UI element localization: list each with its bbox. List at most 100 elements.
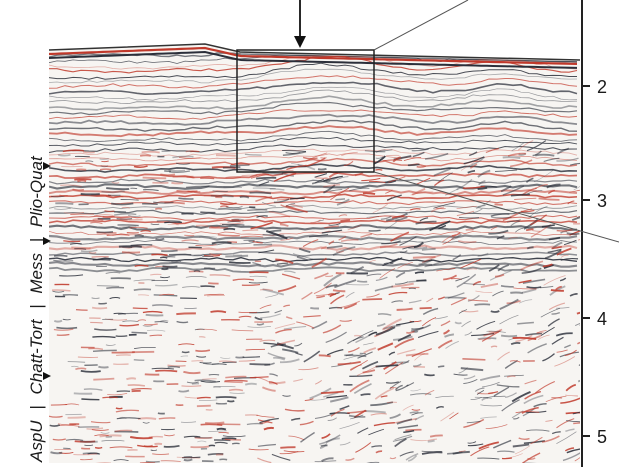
noise-wiggle xyxy=(340,239,359,243)
noise-wiggle xyxy=(259,339,276,342)
noise-wiggle xyxy=(433,168,451,177)
noise-wiggle xyxy=(392,435,413,442)
noise-wiggle xyxy=(467,441,477,444)
noise-wiggle xyxy=(137,319,147,322)
noise-wiggle xyxy=(231,218,244,222)
noise-wiggle xyxy=(153,294,178,297)
time-label-4: 4 xyxy=(597,309,607,329)
noise-wiggle xyxy=(515,334,533,343)
noise-wiggle xyxy=(290,417,301,421)
noise-wiggle xyxy=(340,219,351,222)
noise-wiggle xyxy=(106,465,129,466)
noise-wiggle xyxy=(67,360,86,363)
noise-wiggle xyxy=(111,202,134,206)
noise-wiggle xyxy=(256,414,275,418)
noise-wiggle xyxy=(53,319,63,323)
noise-wiggle xyxy=(328,306,343,310)
reflector-line xyxy=(49,170,578,180)
noise-wiggle xyxy=(556,418,575,429)
noise-wiggle xyxy=(225,175,242,179)
noise-wiggle xyxy=(221,437,237,440)
noise-wiggle xyxy=(564,344,571,349)
noise-wiggle xyxy=(195,224,209,227)
noise-wiggle xyxy=(360,393,371,396)
noise-wiggle xyxy=(565,411,580,415)
noise-wiggle xyxy=(525,177,534,183)
noise-wiggle xyxy=(468,151,478,157)
reflector-line xyxy=(49,209,578,215)
noise-wiggle xyxy=(99,158,109,160)
noise-wiggle xyxy=(478,180,486,186)
noise-wiggle xyxy=(114,429,133,433)
noise-wiggle xyxy=(366,216,380,219)
noise-wiggle xyxy=(330,396,349,403)
noise-wiggle xyxy=(196,355,207,358)
noise-wiggle xyxy=(220,357,231,359)
noise-wiggle xyxy=(224,379,248,382)
noise-wiggle xyxy=(138,294,149,296)
noise-wiggle xyxy=(456,205,477,210)
noise-wiggle xyxy=(59,194,68,197)
noise-wiggle xyxy=(77,179,87,183)
reflector-line xyxy=(49,113,578,126)
noise-wiggle xyxy=(390,231,410,242)
noise-wiggle xyxy=(362,192,376,195)
noise-wiggle xyxy=(414,414,425,421)
noise-wiggle xyxy=(258,249,275,254)
noise-wiggle xyxy=(247,325,271,328)
noise-wiggle xyxy=(286,164,307,171)
noise-wiggle xyxy=(451,233,462,241)
noise-wiggle xyxy=(533,402,547,408)
noise-wiggle xyxy=(238,359,256,362)
noise-wiggle xyxy=(115,335,128,338)
noise-wiggle xyxy=(259,304,272,310)
noise-wiggle xyxy=(194,328,205,331)
unit-label-mess: Mess xyxy=(27,253,46,294)
noise-wiggle xyxy=(481,381,500,388)
noise-wiggle xyxy=(150,449,158,451)
noise-wiggle xyxy=(318,354,331,358)
noise-wiggle xyxy=(176,320,189,324)
noise-wiggle xyxy=(208,430,227,432)
reflector-line xyxy=(49,119,578,132)
noise-wiggle xyxy=(521,209,535,213)
noise-wiggle xyxy=(71,246,91,249)
noise-wiggle xyxy=(374,285,394,292)
noise-wiggle xyxy=(414,271,425,275)
noise-wiggle xyxy=(394,434,412,441)
noise-wiggle xyxy=(268,381,278,385)
noise-wiggle xyxy=(317,167,327,171)
noise-wiggle xyxy=(94,434,109,437)
noise-wiggle xyxy=(252,187,276,190)
reflector-line xyxy=(49,163,578,173)
noise-wiggle xyxy=(159,319,169,322)
noise-wiggle xyxy=(354,171,364,177)
noise-wiggle xyxy=(396,463,406,464)
noise-wiggle xyxy=(305,152,328,162)
noise-wiggle xyxy=(440,411,455,422)
noise-wiggle xyxy=(210,310,227,314)
noise-wiggle xyxy=(60,184,82,188)
noise-wiggle xyxy=(542,263,553,268)
noise-wiggle xyxy=(142,310,163,314)
noise-wiggle xyxy=(469,163,478,169)
noise-wiggle xyxy=(510,220,520,227)
noise-wiggle xyxy=(111,351,135,354)
noise-wiggle xyxy=(283,304,290,308)
noise-wiggle xyxy=(211,241,232,245)
noise-wiggle xyxy=(566,420,580,423)
noise-wiggle xyxy=(101,190,125,193)
noise-wiggle xyxy=(461,320,471,328)
noise-wiggle xyxy=(285,203,296,207)
noise-wiggle xyxy=(506,375,516,378)
noise-wiggle xyxy=(452,254,462,261)
noise-wiggle xyxy=(363,342,374,346)
noise-wiggle xyxy=(91,428,109,432)
noise-wiggle xyxy=(424,152,449,160)
noise-wiggle xyxy=(551,336,564,345)
noise-wiggle xyxy=(279,223,289,227)
noise-wiggle xyxy=(71,365,79,368)
noise-wiggle xyxy=(525,332,542,336)
noise-wiggle xyxy=(535,153,555,157)
noise-wiggle xyxy=(353,382,372,395)
